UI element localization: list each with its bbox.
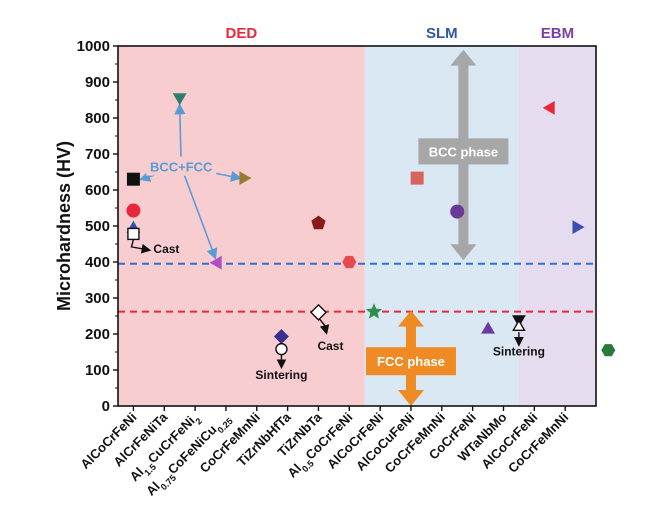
y-tick-label-10: 1000: [77, 38, 110, 55]
cast-arrow-1: [130, 239, 152, 254]
region-label-slm: SLM: [426, 25, 458, 42]
region-slm: [364, 46, 519, 406]
y-tick-label-0: 0: [102, 398, 110, 415]
bcc-arrow-head-down: [450, 244, 477, 261]
y-tick-label-7: 700: [85, 146, 110, 163]
data-point-6: [239, 171, 252, 185]
y-axis-title: Microhardness (HV): [54, 141, 74, 311]
y-tick-label-4: 400: [85, 254, 110, 271]
data-point-14: [450, 204, 465, 219]
y-tick-labels: 0 100 200 300 400 500 600 700 800 900 1000: [77, 38, 110, 415]
bcc-arrow-head-up: [450, 49, 477, 66]
annotation-cast-1: Cast: [153, 242, 179, 256]
region-labels: DED SLM EBM: [226, 25, 575, 42]
reference-lines: [118, 262, 596, 313]
y-tick-label-9: 900: [85, 74, 110, 91]
data-point-5: [209, 255, 222, 270]
x-category-labels: AlCoCrFeNiAlCrFeNiTaAl1.5CuCrFeNi2Al0.75…: [77, 409, 571, 499]
region-ebm: [518, 46, 596, 406]
axes: [113, 45, 597, 411]
y-tick-label-1: 100: [85, 362, 110, 379]
cast-arrow-2: [317, 317, 330, 335]
y-tick-label-5: 500: [85, 218, 110, 235]
data-points: [126, 93, 616, 357]
data-point-8: [275, 342, 288, 356]
data-point-4: [172, 93, 187, 106]
bcc-fcc-label-bg: [146, 156, 217, 176]
data-point-1: [126, 203, 141, 218]
data-point-18: [542, 101, 555, 115]
annotations: BCC+FCC Cast Cast Sintering Sintering BCC pha…: [146, 138, 545, 382]
data-point-20: [601, 344, 616, 357]
data-point-10: [310, 303, 327, 321]
region-label-ebm: EBM: [541, 25, 574, 42]
bcc-fcc-arrow-2: [180, 166, 218, 260]
fcc-arrow-head-down: [397, 390, 424, 406]
y-tick-label-8: 800: [85, 110, 110, 127]
bcc-fcc-arrow-1: [174, 103, 186, 167]
data-point-3: [127, 227, 140, 241]
annotation-fcc-phase: FCC phase: [377, 354, 445, 369]
data-point-17: [512, 319, 526, 331]
y-tick-label-3: 300: [85, 290, 110, 307]
y-tick-label-6: 600: [85, 182, 110, 199]
data-point-19: [572, 220, 585, 234]
data-point-13: [410, 171, 424, 185]
data-point-12: [365, 303, 382, 319]
fcc-arrow-head-up: [397, 310, 424, 327]
data-point-11: [342, 255, 357, 269]
annotation-sintering-1: Sintering: [255, 368, 307, 382]
annotation-sintering-2: Sintering: [493, 345, 545, 359]
data-point-7: [273, 329, 289, 344]
bcc-phase-box: [418, 138, 509, 165]
data-point-9: [311, 215, 326, 230]
annotation-bcc-phase: BCC phase: [429, 144, 498, 159]
data-point-0: [126, 172, 140, 186]
fcc-phase-box: [365, 347, 456, 376]
annotation-bcc-fcc: BCC+FCC: [150, 160, 213, 175]
data-point-15: [481, 321, 495, 334]
y-tick-label-2: 200: [85, 326, 110, 343]
region-label-ded: DED: [226, 25, 258, 42]
annotation-cast-2: Cast: [317, 339, 343, 353]
